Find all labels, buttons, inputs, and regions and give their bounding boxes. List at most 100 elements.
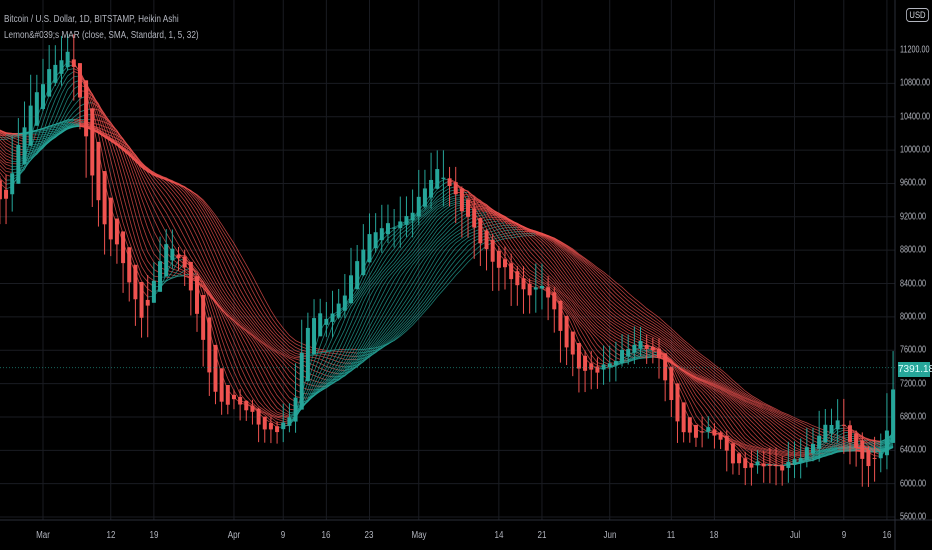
candle-body <box>503 259 507 268</box>
candle-body <box>706 427 711 432</box>
candle-body <box>219 368 224 402</box>
candle-body <box>16 144 21 184</box>
candle-body <box>231 394 236 400</box>
candle-body <box>373 232 378 249</box>
ma-ribbon-line <box>0 182 7 190</box>
ma-ribbon-line <box>812 447 857 457</box>
candle-body <box>429 179 434 198</box>
candle-body <box>164 244 169 277</box>
candle-body <box>324 318 329 325</box>
candle-body <box>496 250 501 268</box>
candle-body <box>521 278 526 290</box>
candle-body <box>65 51 70 68</box>
ma-ribbon-line <box>0 168 13 178</box>
candle-body <box>102 171 107 225</box>
ma-ribbon-line <box>874 445 894 453</box>
candle-body <box>188 261 193 291</box>
candle-body <box>22 127 27 165</box>
ma-ribbon-line <box>0 164 13 173</box>
ma-ribbon-line <box>92 118 302 403</box>
currency-button[interactable]: USD <box>906 8 929 22</box>
candle-body <box>59 60 64 74</box>
ma-ribbon-line <box>12 84 81 168</box>
ma-ribbon-line <box>467 198 635 359</box>
y-tick-label: 10800.00 <box>900 77 931 89</box>
candle-body <box>355 261 360 290</box>
candle-body <box>336 303 341 318</box>
ma-ribbon-line <box>289 198 469 416</box>
indicator-legend[interactable]: Lemon&#039;s MAR (close, SMA, Standard, … <box>4 30 199 41</box>
ma-ribbon-line <box>289 189 462 422</box>
chart-title: Bitcoin / U.S. Dollar, 1D, BITSTAMP, Hei… <box>4 14 179 25</box>
candle-body <box>287 417 292 426</box>
candle-body <box>244 400 249 411</box>
candle-body <box>755 461 760 466</box>
ma-ribbon-line <box>344 224 512 368</box>
candle-body <box>312 318 317 355</box>
x-tick-label: 18 <box>709 530 719 541</box>
ma-ribbon-line <box>79 79 179 277</box>
ma-ribbon-line <box>357 228 518 360</box>
candle-body <box>527 283 532 296</box>
candle-body <box>607 363 612 368</box>
ma-ribbon-line <box>658 352 783 466</box>
y-tick-label: 10400.00 <box>900 111 931 123</box>
y-tick-label: 9600.00 <box>900 177 927 189</box>
ma-ribbon-line <box>338 220 499 375</box>
ma-ribbon-line <box>344 222 506 371</box>
candle-body <box>767 464 772 466</box>
ma-ribbon-line <box>313 210 481 391</box>
ma-ribbon-line <box>289 191 456 420</box>
ma-ribbon-line <box>196 273 290 422</box>
candle-body <box>675 383 680 422</box>
ma-ribbon-line <box>0 133 7 136</box>
candle-body <box>133 264 138 300</box>
ma-ribbon-line <box>523 231 881 451</box>
ma-ribbon-line <box>73 71 161 283</box>
candle-body <box>657 348 661 359</box>
candle-body <box>385 223 390 235</box>
ma-ribbon-line <box>295 203 469 408</box>
candle-body <box>330 313 335 322</box>
candle-body <box>472 208 477 228</box>
ma-ribbon-line <box>332 218 493 378</box>
ma-ribbon-line <box>504 222 832 449</box>
ma-ribbon-line <box>79 123 308 395</box>
candle-body <box>145 299 150 306</box>
y-tick-label: 8800.00 <box>900 244 927 256</box>
candle-body <box>774 464 779 466</box>
candle-body <box>225 385 230 405</box>
candle-body <box>349 275 353 304</box>
candle-body <box>410 212 415 221</box>
candle-body <box>379 228 384 241</box>
candle-body <box>891 389 896 443</box>
x-tick-label: 23 <box>365 530 374 541</box>
ma-ribbon-line <box>609 347 653 368</box>
y-tick-label: 8000.00 <box>900 311 927 323</box>
candle-body <box>835 420 840 430</box>
candle-body <box>0 180 2 200</box>
ma-ribbon-line <box>849 450 857 452</box>
candle-body <box>478 217 483 244</box>
candle-body <box>256 408 261 425</box>
ma-ribbon-line <box>486 214 814 453</box>
ma-ribbon-line <box>486 216 814 452</box>
x-tick-label: 19 <box>149 530 159 541</box>
candle-body <box>281 422 286 430</box>
candle-body <box>632 344 637 353</box>
candle-body <box>626 349 631 357</box>
ma-ribbon-line <box>24 114 93 155</box>
candle-body <box>392 227 397 229</box>
candle-body <box>170 248 175 261</box>
candle-body <box>792 459 797 465</box>
ma-ribbon-line <box>0 152 13 162</box>
ma-ribbon-line <box>326 352 358 357</box>
candle-body <box>854 433 859 448</box>
y-tick-label: 10000.00 <box>900 144 931 156</box>
candle-body <box>41 84 45 109</box>
candle-body <box>422 188 427 207</box>
ma-ribbon-line <box>0 129 37 140</box>
ma-ribbon-line <box>85 95 290 416</box>
candle-body <box>601 364 606 370</box>
